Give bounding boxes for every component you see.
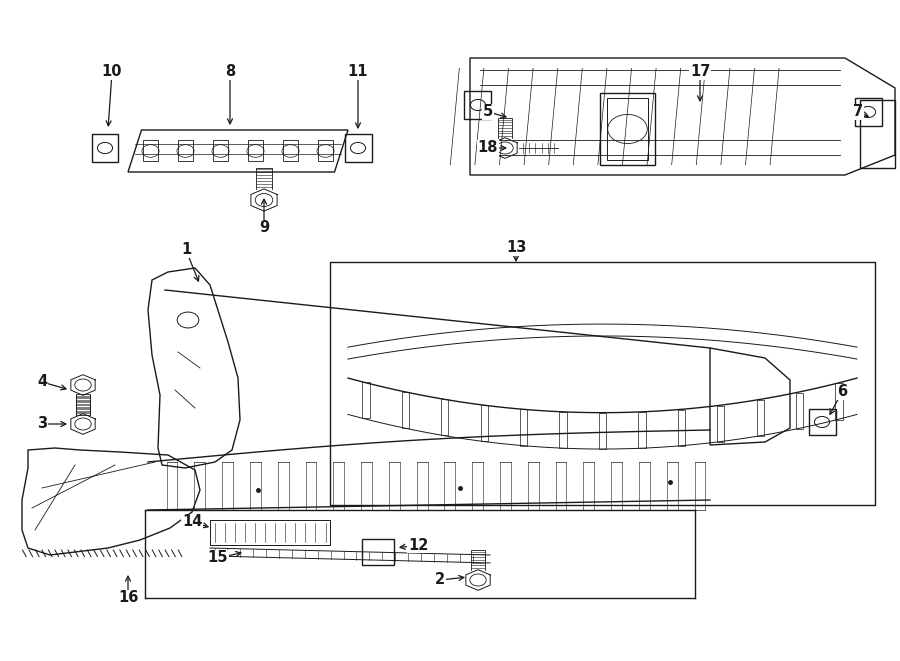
Text: 10: 10 xyxy=(102,65,122,79)
Bar xyxy=(213,141,228,161)
Bar xyxy=(520,409,527,446)
Bar xyxy=(210,520,330,545)
Text: 8: 8 xyxy=(225,65,235,79)
Bar xyxy=(248,141,263,161)
Text: 12: 12 xyxy=(408,537,428,553)
Bar xyxy=(717,405,725,442)
Bar xyxy=(638,412,645,448)
Bar xyxy=(560,412,567,448)
Text: 14: 14 xyxy=(182,514,202,529)
Bar xyxy=(319,141,333,161)
Bar xyxy=(178,141,193,161)
Bar xyxy=(481,405,488,442)
Bar xyxy=(608,98,648,160)
Text: 3: 3 xyxy=(37,416,47,432)
Text: 13: 13 xyxy=(506,241,526,256)
Text: 1: 1 xyxy=(181,243,191,258)
Text: 9: 9 xyxy=(259,221,269,235)
Bar xyxy=(363,382,370,418)
Text: 16: 16 xyxy=(118,590,139,605)
Bar xyxy=(464,91,491,119)
Text: 2: 2 xyxy=(435,572,446,588)
Bar xyxy=(143,141,157,161)
Bar xyxy=(330,262,875,505)
Bar xyxy=(854,98,881,126)
Bar xyxy=(600,93,655,165)
Text: 5: 5 xyxy=(483,104,493,120)
Text: 4: 4 xyxy=(37,375,47,389)
Bar xyxy=(441,399,448,435)
Bar xyxy=(835,383,842,420)
Bar xyxy=(796,393,803,429)
Text: 18: 18 xyxy=(478,141,499,155)
Bar xyxy=(598,412,606,449)
Bar xyxy=(362,539,394,564)
Bar xyxy=(808,408,835,435)
Text: 11: 11 xyxy=(347,65,368,79)
Bar xyxy=(92,134,119,162)
Bar xyxy=(401,392,409,428)
Bar xyxy=(345,134,372,162)
Bar xyxy=(757,399,764,436)
Text: 15: 15 xyxy=(208,551,229,566)
Text: 6: 6 xyxy=(837,385,847,399)
Bar xyxy=(284,141,298,161)
Text: 7: 7 xyxy=(853,104,863,120)
Bar xyxy=(678,410,685,446)
Text: 17: 17 xyxy=(689,65,710,79)
